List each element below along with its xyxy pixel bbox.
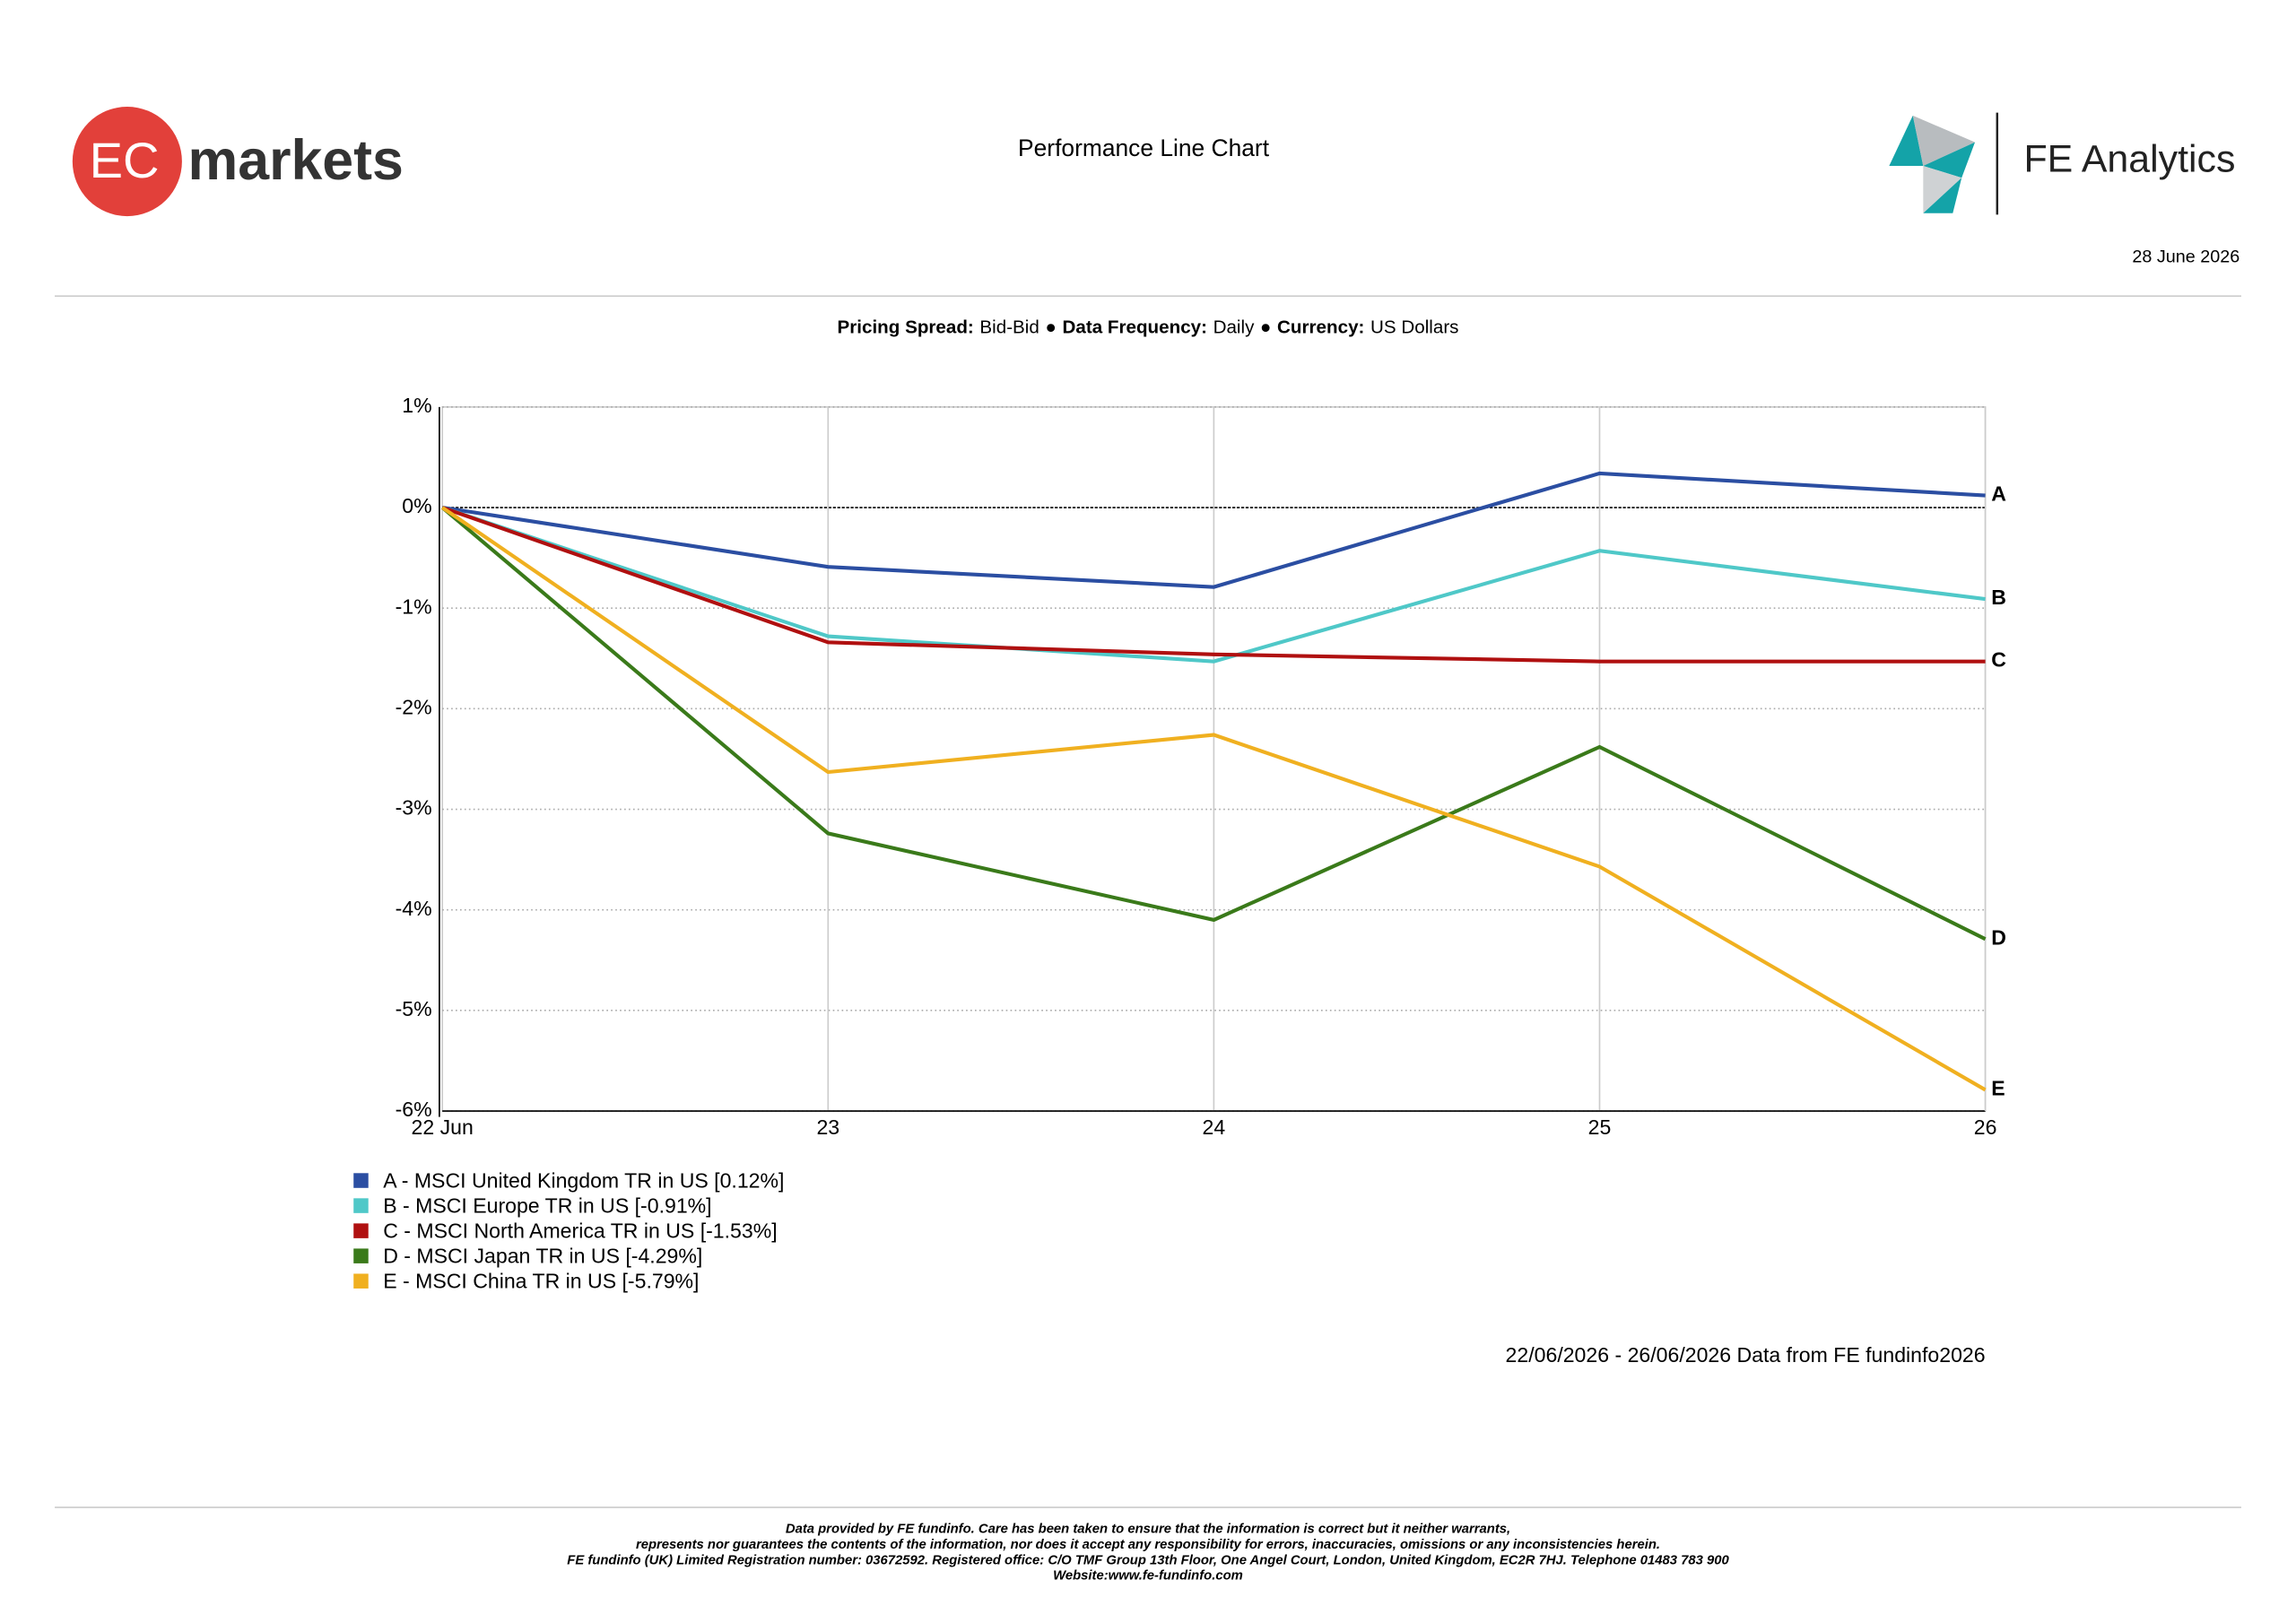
series-line	[441, 471, 1986, 589]
disclaimer-line: Data provided by FE fundinfo. Care has b…	[786, 1523, 1510, 1537]
legend-swatch	[353, 1248, 369, 1263]
fe-logo	[1923, 166, 1962, 213]
setting-label: Currency:	[1277, 317, 1364, 338]
y-tick-label: 0%	[402, 494, 431, 517]
x-tick-label: 22 Jun	[412, 1115, 474, 1139]
legend-label: C - MSCI North America TR in US [-1.53%]	[383, 1219, 777, 1242]
legend-swatch	[353, 1273, 369, 1289]
fe-logo	[1923, 142, 1976, 178]
page-title: Performance Line Chart	[1018, 135, 1270, 161]
setting-label: Pricing Spread:	[837, 317, 973, 338]
fe-logo-text: FE Analytics	[2023, 137, 2235, 180]
footer: Data provided by FE fundinfo. Care has b…	[567, 1523, 1729, 1584]
end-label: B	[1991, 586, 2006, 609]
y-tick-label: -6%	[396, 1098, 432, 1121]
setting-value: Bid-Bid	[979, 317, 1039, 338]
source-note: 22/06/2026 - 26/06/2026 Data from FE fun…	[1506, 1343, 1986, 1367]
legend-label: A - MSCI United Kingdom TR in US [0.12%]	[383, 1168, 784, 1192]
y-tick-label: -4%	[396, 897, 432, 920]
y-tick-label: -1%	[396, 595, 432, 618]
series-line	[441, 506, 1987, 1092]
disclaimer-line: represents nor guarantees the contents o…	[636, 1538, 1660, 1552]
end-label: A	[1991, 482, 2006, 506]
series-line	[441, 506, 1986, 664]
fe-logo	[1923, 178, 1962, 213]
logo-circle	[72, 107, 182, 217]
y-tick-label: 1%	[402, 394, 431, 417]
legend-label: E - MSCI China TR in US [-5.79%]	[383, 1269, 699, 1292]
setting-value: Daily	[1213, 317, 1256, 338]
legend-swatch	[353, 1223, 369, 1238]
separator: ●	[1045, 317, 1056, 338]
report-date: 28 June 2026	[2132, 247, 2239, 267]
x-tick-label: 25	[1588, 1115, 1612, 1139]
y-tick-label: -2%	[396, 695, 432, 718]
separator: ●	[1260, 317, 1271, 338]
y-tick-label: -5%	[396, 997, 432, 1020]
series-line	[440, 506, 1987, 942]
legend-label: D - MSCI Japan TR in US [-4.29%]	[383, 1244, 702, 1267]
y-tick-label: -3%	[396, 796, 432, 820]
settings-line: Pricing Spread: Bid-Bid ● Data Frequency: Da…	[837, 317, 1458, 338]
setting-value: US Dollars	[1370, 317, 1459, 338]
disclaimer-line: FE fundinfo (UK) Limited Registration nu…	[567, 1553, 1729, 1567]
fe-logo	[1889, 115, 1924, 166]
x-tick-label: 26	[1974, 1115, 1997, 1139]
legend-label: B - MSCI Europe TR in US [-0.91%]	[383, 1193, 711, 1217]
chart: 1% 0% -1% -2% -3% -4% -5% -6%22 Jun 23 24 25 26 A B C D…	[353, 394, 2006, 1367]
legend-swatch	[353, 1198, 369, 1213]
logo-text: markets	[187, 129, 403, 192]
setting-label: Data Frequency:	[1063, 317, 1207, 338]
legend-swatch	[353, 1173, 369, 1188]
end-label: C	[1991, 648, 2006, 672]
logo-mark: EC	[90, 132, 160, 188]
series-line	[441, 506, 1986, 664]
end-label: D	[1991, 925, 2006, 949]
x-tick-label: 23	[816, 1115, 839, 1139]
disclaimer-line: Website:www.fe-fundinfo.com	[1053, 1569, 1243, 1584]
end-label: E	[1991, 1077, 2005, 1100]
fe-logo	[1912, 115, 1976, 166]
x-tick-label: 24	[1203, 1115, 1226, 1139]
